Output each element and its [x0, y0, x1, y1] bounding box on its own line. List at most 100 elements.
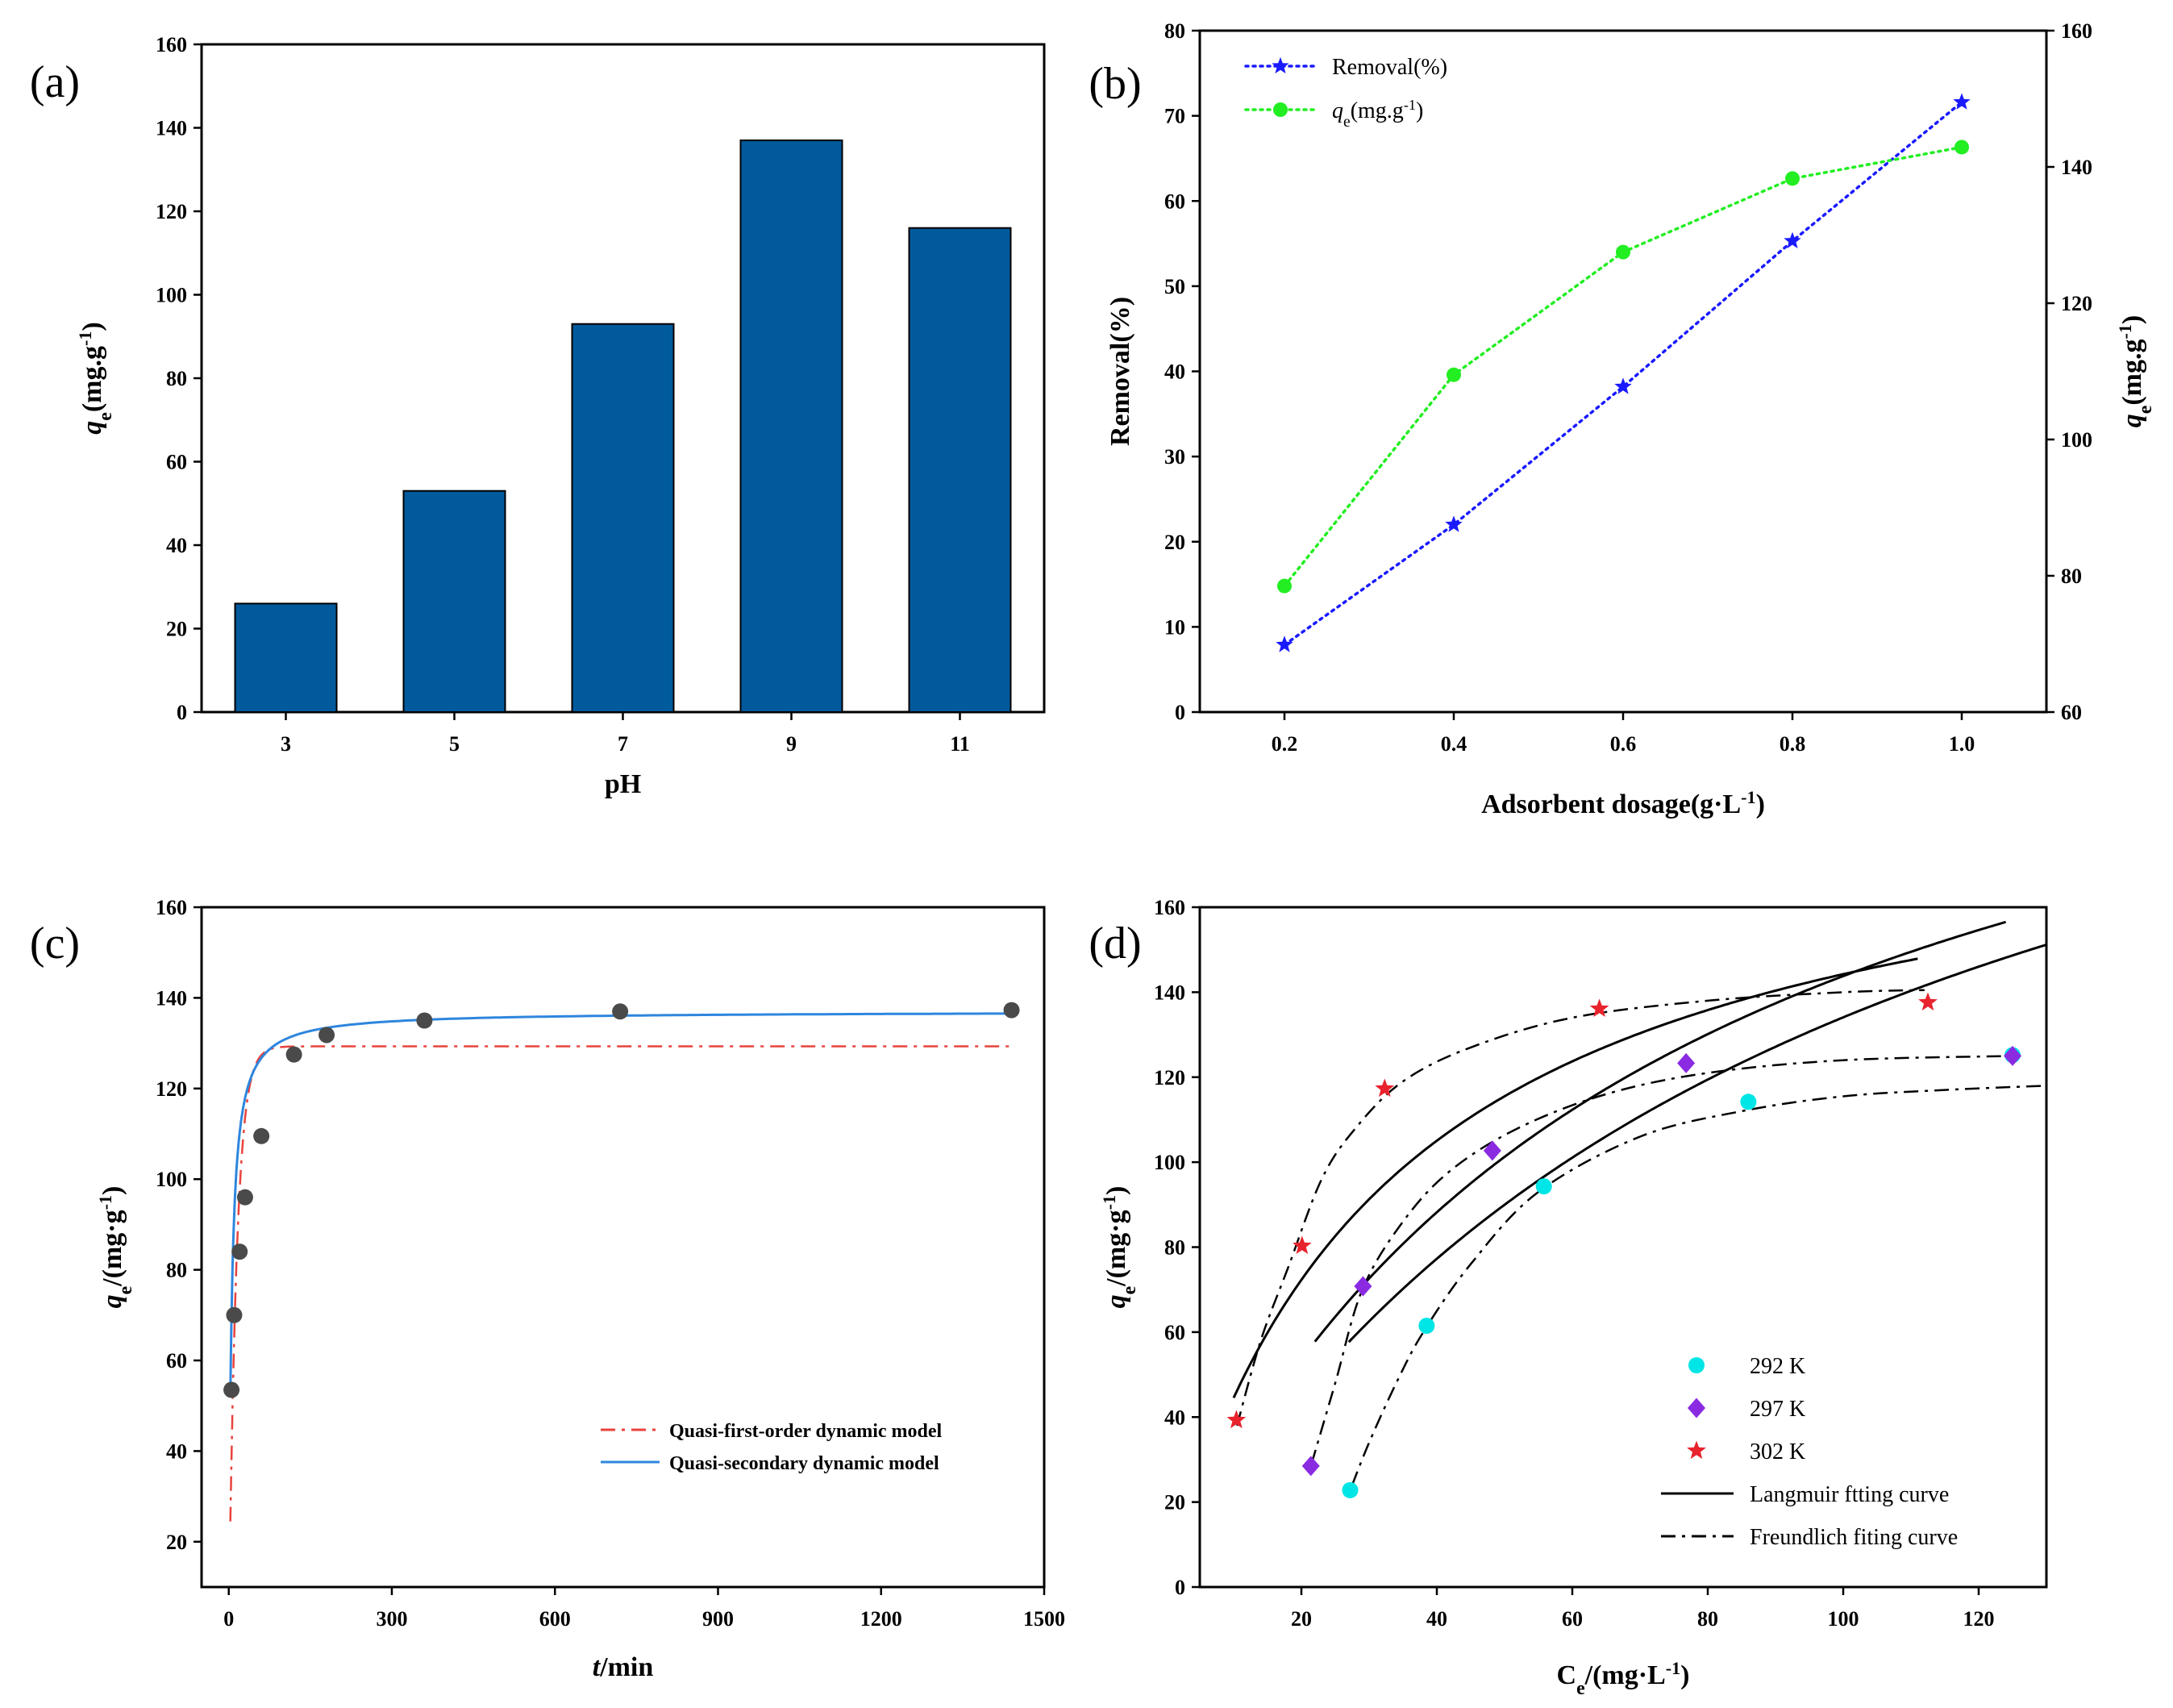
freundlich-curve [1235, 989, 1925, 1427]
data-point [1418, 1317, 1435, 1334]
y-tick-label: 120 [156, 200, 187, 223]
data-point [1954, 140, 1969, 155]
plot-frame [200, 906, 1046, 1589]
y-tick-label: 160 [1154, 896, 1185, 919]
y-left-tick-label: 80 [1164, 19, 1185, 43]
x-tick-label: 7 [618, 732, 628, 756]
y-left-tick-label: 20 [1164, 531, 1185, 554]
langmuir-curve [1232, 957, 1918, 1399]
y-right-tick-label: 120 [2061, 292, 2092, 315]
data-point [1226, 1410, 1247, 1429]
x-tick-label: 20 [1291, 1607, 1312, 1631]
y-tick-label: 140 [156, 117, 187, 140]
y-right-axis-label: qe(mg.g-1) [2115, 315, 2157, 427]
x-tick-label: 1.0 [1949, 732, 1975, 756]
x-tick-label: 9 [786, 732, 797, 756]
x-axis-label: pH [605, 769, 641, 799]
freundlich-curve [1310, 1055, 2013, 1464]
y-tick-label: 20 [166, 1531, 187, 1554]
panel-label: (d) [1089, 919, 1141, 969]
panel-d: 0 20 40 60 80 100 120 140 160 20 40 60 80 100 120 292 K… [1089, 896, 2048, 1700]
y-tick-label: 80 [1164, 1236, 1185, 1260]
x-tick-label: 3 [281, 732, 291, 756]
x-axis-label: Ce/(mg·L-1) [1557, 1658, 1690, 1700]
data-point [1483, 1140, 1501, 1161]
legend-label: Quasi-secondary dynamic model [669, 1453, 939, 1474]
y-tick-label: 120 [1154, 1066, 1185, 1089]
data-point [1677, 1052, 1696, 1073]
legend-label: Freundlich fiting curve [1750, 1525, 1958, 1550]
data-point [1354, 1276, 1372, 1297]
x-tick-label: 0.6 [1610, 732, 1637, 756]
y-right-tick-label: 60 [2061, 701, 2082, 724]
y-tick-label: 20 [166, 618, 187, 641]
data-point [1277, 578, 1292, 594]
data-point [223, 1381, 240, 1398]
data-point [1375, 1078, 1395, 1098]
legend-label: Quasi-first-order dynamic model [669, 1421, 943, 1442]
legend: 292 K 297 K 302 K Langmuir ftting curve Freu… [1661, 1354, 1958, 1550]
x-tick-label: 120 [1963, 1607, 1995, 1631]
y-tick-label: 80 [166, 1259, 187, 1282]
y-tick-label: 160 [156, 33, 187, 56]
x-tick-label: 11 [950, 732, 970, 756]
series-line [1283, 145, 1963, 588]
bar [739, 140, 843, 713]
legend-label: Langmuir ftting curve [1750, 1482, 1949, 1507]
data-point [1740, 1094, 1757, 1110]
data-point [1447, 367, 1461, 382]
x-tick-label: 5 [449, 732, 460, 756]
y-tick-label: 100 [1154, 1151, 1185, 1174]
data-point [226, 1306, 243, 1323]
y-axis-label: qe/(mg·g-1) [95, 1186, 137, 1309]
langmuir-curve [1347, 944, 2047, 1343]
plot-frame [1198, 29, 2048, 714]
legend-marker [1688, 1398, 1705, 1418]
x-tick-label: 80 [1697, 1607, 1718, 1631]
panel-label: (b) [1089, 59, 1141, 109]
y-tick-label: 60 [166, 1349, 187, 1373]
freundlich-curve [1351, 1085, 2047, 1485]
data-point [612, 1003, 629, 1020]
data-point [231, 1244, 248, 1260]
data-point [1616, 244, 1630, 260]
legend-label: 302 K [1750, 1439, 1805, 1464]
y-axis-label: qe(mg.g-1) [75, 322, 117, 434]
data-point [318, 1027, 335, 1044]
data-point [1614, 377, 1632, 394]
y-right-tick-label: 160 [2061, 19, 2092, 43]
legend-marker [1272, 56, 1289, 74]
y-axis-label: qe/(mg·g-1) [1099, 1186, 1141, 1309]
y-right-tick-label: 140 [2061, 156, 2092, 179]
series-line [1283, 100, 1963, 647]
panel-a: 0 20 40 60 80 100 120 140 160 3 5 7 9 11 pH qe(mg.g-1) (… [30, 33, 1046, 799]
langmuir-curve [1313, 920, 2007, 1343]
data-point [1342, 1481, 1359, 1498]
x-tick-label: 60 [1562, 1607, 1583, 1631]
data-point [236, 1189, 253, 1206]
y-right-tick-label: 100 [2061, 428, 2092, 452]
data-point [1293, 1235, 1312, 1254]
panel-b: 0 10 20 30 40 50 60 70 80 60 80 100 120 140 160 0.2 0.4 0… [1089, 19, 2156, 819]
legend: Quasi-first-order dynamic model Quasi-sec… [601, 1421, 943, 1474]
data-point [1276, 635, 1293, 652]
y-tick-label: 60 [166, 451, 187, 474]
data-point [285, 1046, 302, 1063]
legend-label: 297 K [1750, 1397, 1805, 1422]
x-tick-label: 1200 [860, 1607, 902, 1631]
y-left-tick-label: 0 [1175, 701, 1185, 724]
y-left-tick-label: 60 [1164, 190, 1185, 213]
legend-marker [1687, 1440, 1706, 1460]
data-point [1785, 171, 1800, 186]
data-point [416, 1012, 433, 1029]
bar [402, 489, 506, 713]
bar [571, 323, 675, 713]
legend-marker [1273, 102, 1288, 117]
x-tick-label: 900 [702, 1607, 734, 1631]
y-tick-label: 120 [156, 1077, 187, 1101]
x-tick-label: 1500 [1023, 1607, 1065, 1631]
y-tick-label: 40 [166, 1439, 187, 1463]
x-axis-label: Adsorbent dosage(g·L-1) [1481, 787, 1765, 820]
y-right-tick-label: 80 [2061, 564, 2082, 588]
